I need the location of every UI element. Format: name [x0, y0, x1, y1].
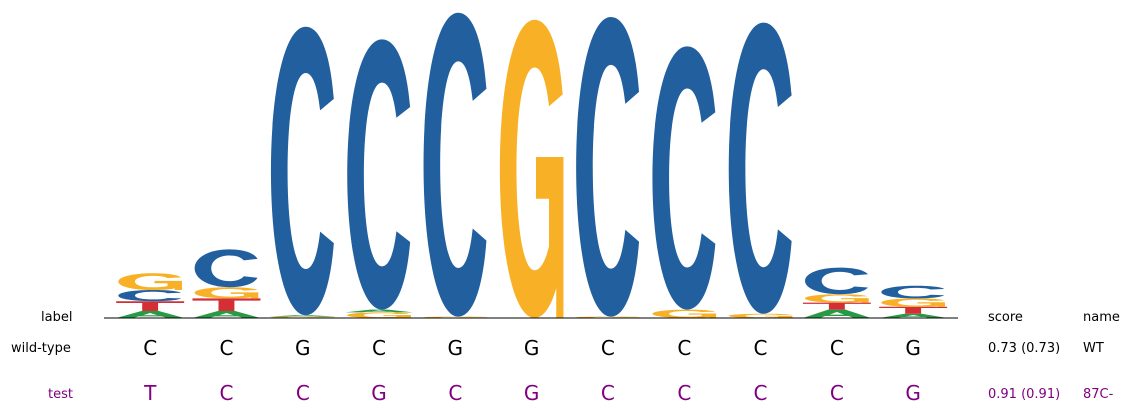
logo-letter-c-pos11 — [881, 285, 945, 299]
test-seq-letter-7: C — [600, 381, 615, 405]
label-header: label — [41, 310, 73, 325]
logo-letter-g-pos1 — [118, 273, 182, 290]
test-seq-letter-6: G — [523, 381, 540, 405]
wildtype-seq-letter-9: C — [753, 336, 768, 360]
logo-letter-c-pos5 — [423, 12, 487, 317]
test-seq-letter-11: G — [905, 381, 921, 405]
wildtype-seq-letter-1: C — [143, 336, 158, 360]
wildtype-seq-letter-2: C — [219, 336, 234, 360]
wildtype-seq-letter-7: C — [600, 336, 615, 360]
logo-letter-g-pos6 — [499, 19, 564, 319]
logo-letter-c-pos2 — [194, 249, 258, 288]
test-score: 0.91 (0.91) — [988, 387, 1061, 402]
test-seq-letter-3: C — [295, 381, 310, 405]
logo-letter-g-pos2 — [194, 287, 259, 299]
wildtype-seq-letter-3: G — [295, 336, 311, 360]
logo-letter-c-pos1 — [118, 290, 182, 302]
test-seq-letter-5: C — [448, 381, 463, 405]
logo-letter-g-pos9 — [728, 313, 793, 318]
logo-letter-c-pos10 — [805, 267, 868, 295]
logo-letter-c-pos3 — [270, 26, 334, 316]
test-seq-letter-8: C — [677, 381, 692, 405]
logo-letter-a-pos3 — [268, 315, 337, 317]
logo-letter-a-pos11 — [879, 313, 948, 318]
test-name: 87C- — [1083, 387, 1114, 402]
wildtype-seq-letter-4: C — [372, 336, 386, 360]
name-header: name — [1083, 310, 1120, 325]
test-seq-letter-1: T — [144, 381, 157, 405]
logo-letter-c-pos7 — [576, 17, 640, 317]
logo-letter-t-pos10 — [802, 302, 871, 310]
logo-letter-a-pos10 — [802, 309, 871, 318]
wildtype-name: WT — [1083, 341, 1104, 356]
logo-letter-t-pos1 — [116, 301, 185, 311]
logo-letter-g-pos11 — [881, 298, 945, 307]
test-seq-letter-10: C — [829, 381, 844, 405]
test-seq-letter-9: C — [753, 381, 768, 405]
logo-letter-t-pos11 — [879, 306, 948, 314]
wildtype-row-label: wild-type — [11, 341, 71, 356]
test-seq-letter-2: C — [219, 381, 234, 405]
score-header: score — [988, 310, 1023, 325]
logo-letter-g-pos4 — [347, 312, 411, 318]
test-seq-letter-4: G — [371, 381, 387, 405]
logo-letter-g-pos8 — [652, 309, 717, 318]
test-row-label: test — [48, 387, 73, 402]
wildtype-score: 0.73 (0.73) — [988, 341, 1061, 356]
wildtype-seq-letter-5: G — [447, 336, 464, 360]
wildtype-seq-letter-8: C — [677, 336, 692, 360]
logo-letter-t-pos2 — [192, 298, 261, 311]
wildtype-seq-letter-11: G — [905, 336, 921, 360]
wildtype-seq-letter-10: C — [829, 336, 844, 360]
logo-letter-a-pos4 — [345, 309, 414, 313]
logo-letter-c-pos8 — [652, 46, 716, 310]
logo-letter-a-pos1 — [116, 311, 185, 318]
wildtype-seq-letter-6: G — [523, 336, 540, 360]
logo-letter-a-pos2 — [192, 311, 261, 318]
logo-letter-c-pos4 — [347, 39, 411, 310]
logo-letter-c-pos9 — [728, 22, 792, 314]
logo-letter-g-pos10 — [805, 294, 869, 303]
